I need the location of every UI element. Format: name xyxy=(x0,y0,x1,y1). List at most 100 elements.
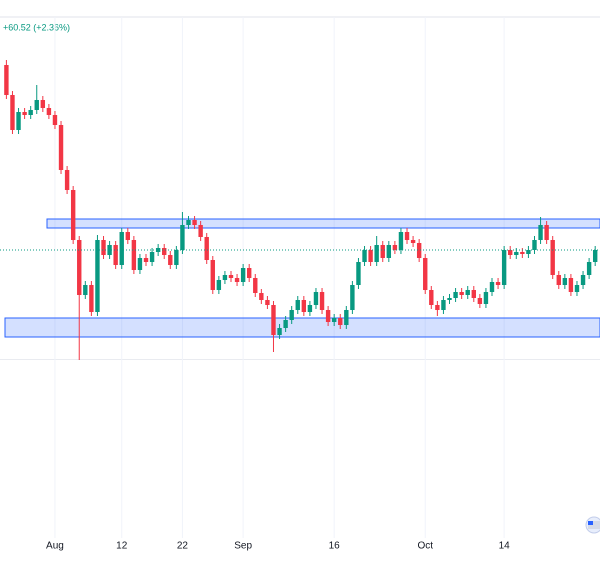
candle-body xyxy=(101,240,106,255)
candle-body xyxy=(259,293,264,300)
candle-body xyxy=(174,250,179,265)
candle-body xyxy=(95,240,100,312)
candle-body xyxy=(544,225,549,240)
candle-body xyxy=(586,262,592,275)
candle-body xyxy=(186,220,191,225)
candle-body xyxy=(28,110,33,115)
grid xyxy=(54,17,505,538)
candle-body xyxy=(143,258,149,262)
candle-body xyxy=(234,278,240,282)
candle-body xyxy=(562,278,568,285)
candle-body xyxy=(556,275,561,285)
candle-body xyxy=(338,318,343,325)
candle-body xyxy=(398,232,404,250)
x-tick-label: 14 xyxy=(499,541,511,552)
candle-body xyxy=(392,245,398,250)
candle-body xyxy=(489,282,495,292)
candle-body xyxy=(137,258,143,270)
candle-body xyxy=(380,245,385,258)
candle-body xyxy=(16,112,21,130)
candle-body xyxy=(538,225,543,240)
candle-body xyxy=(289,310,294,320)
candle-body xyxy=(22,112,27,115)
candle-body xyxy=(520,252,525,254)
candle-body xyxy=(441,300,446,310)
candle-body xyxy=(404,232,410,240)
candle-body xyxy=(307,305,313,312)
candle-body xyxy=(192,220,197,225)
candle-body xyxy=(58,125,64,170)
candles xyxy=(0,60,600,360)
x-tick-label: 22 xyxy=(177,541,189,552)
candle-body xyxy=(386,245,392,258)
candle-body xyxy=(107,245,112,255)
candle-body xyxy=(410,240,416,243)
flag-icon xyxy=(585,516,600,534)
candle-body xyxy=(204,237,209,260)
candle-body xyxy=(70,190,76,240)
x-axis: Aug 12 22 Sep 16 Oct 14 xyxy=(46,541,510,552)
candle-body xyxy=(131,240,137,270)
candle-body xyxy=(210,260,215,290)
candle-body xyxy=(4,65,9,95)
candle-body xyxy=(277,328,282,335)
candle-body xyxy=(423,258,428,290)
candle-body xyxy=(471,290,476,298)
candle-body xyxy=(283,320,288,328)
candle-body xyxy=(155,248,161,252)
candle-body xyxy=(40,100,46,108)
candle-body xyxy=(350,285,355,310)
candle-body xyxy=(64,170,70,190)
candle-body xyxy=(253,278,258,293)
candle-body xyxy=(228,275,234,278)
candle-body xyxy=(532,240,537,250)
x-tick-label: Aug xyxy=(46,541,64,552)
candle-body xyxy=(568,278,574,292)
candle-body xyxy=(368,250,373,262)
candle-body xyxy=(526,250,531,254)
candle-body xyxy=(416,243,422,258)
candle-body xyxy=(119,232,124,265)
candle-body xyxy=(319,292,325,310)
x-tick-label: 12 xyxy=(116,541,128,552)
candle-body xyxy=(198,225,203,237)
candle-body xyxy=(34,100,39,110)
candle-body xyxy=(325,310,331,322)
candle-body xyxy=(162,248,167,255)
price-zone xyxy=(46,218,600,229)
candle-body xyxy=(83,285,88,295)
candle-body xyxy=(240,268,246,282)
candle-body xyxy=(89,285,94,312)
candle-body xyxy=(592,250,598,262)
candle-body xyxy=(465,290,470,295)
zones xyxy=(4,218,600,338)
candle-body xyxy=(247,268,252,278)
candle-body xyxy=(52,115,58,125)
candle-body xyxy=(574,285,580,292)
x-tick-label: Sep xyxy=(234,541,252,552)
candle-body xyxy=(10,95,15,130)
candle-body xyxy=(362,250,367,262)
candle-body xyxy=(508,250,513,255)
candle-body xyxy=(459,292,464,295)
candle-body xyxy=(301,300,307,312)
candle-body xyxy=(435,305,440,310)
candle-body xyxy=(149,252,155,262)
candle-body xyxy=(265,300,270,305)
candle-body xyxy=(295,300,300,310)
candle-body xyxy=(46,108,52,115)
candle-body xyxy=(168,255,173,265)
candle-body xyxy=(429,290,434,305)
candle-body xyxy=(180,225,185,250)
candle-body xyxy=(125,232,130,240)
candle-body xyxy=(550,240,555,275)
candle-body xyxy=(77,240,82,295)
candle-body xyxy=(271,305,276,335)
candle-body xyxy=(331,318,337,322)
candle-body xyxy=(113,245,118,265)
x-tick-label: Oct xyxy=(417,541,433,552)
candle-body xyxy=(483,292,489,304)
candle-body xyxy=(495,282,501,285)
candle-body xyxy=(453,292,458,298)
